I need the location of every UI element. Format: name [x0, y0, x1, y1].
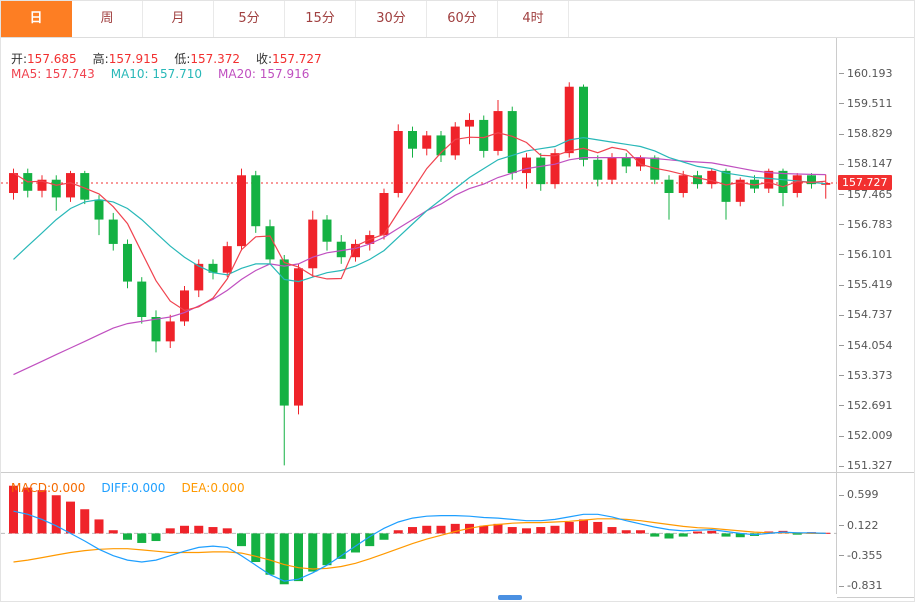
ma10-item: MA10: 157.710	[111, 67, 202, 81]
dea-label: DEA:	[181, 481, 211, 495]
macd-item: MACD:0.000	[11, 481, 85, 495]
diff-value: 0.000	[131, 481, 166, 495]
price-axis-tick: 160.193	[839, 67, 893, 80]
ma10-label: MA10:	[110, 67, 149, 81]
main-chart-area: 开:157.685 高:157.915 低:157.372 收: 157.727 …	[1, 38, 914, 473]
tab-month[interactable]: 月	[143, 1, 214, 37]
ohlc-close: 收:157.727	[256, 50, 322, 67]
ohlc-open: 开:157.685	[11, 50, 77, 67]
ohlc-high: 高:157.915	[93, 50, 159, 67]
ma20-value: 157.916	[259, 67, 310, 81]
price-axis-tick: 158.829	[839, 127, 893, 140]
candlestick-chart	[1, 82, 837, 466]
high-value: 157.915	[108, 52, 159, 66]
timeframe-tabbar: 日 周 月 5分 15分 30分 60分 4时	[1, 1, 914, 38]
ohlc-low: 低:157.372	[174, 50, 240, 67]
macd-label: MACD:	[11, 481, 52, 495]
macd-legend: MACD:0.000 DIFF:0.000 DEA:0.000	[11, 481, 245, 495]
price-axis-tick: 152.691	[839, 399, 893, 412]
tab-day[interactable]: 日	[1, 1, 72, 37]
ma5-value: 157.743	[45, 67, 95, 81]
price-axis-tick: 158.147	[839, 157, 893, 170]
price-axis-tick: 151.327	[839, 459, 893, 472]
price-axis-tick: 152.009	[839, 429, 893, 442]
ma10-value: 157.710	[152, 67, 203, 81]
macd-value: 0.000	[51, 481, 86, 495]
price-axis-tick: 153.373	[839, 369, 893, 382]
tab-30min[interactable]: 30分	[356, 1, 427, 37]
macd-chart	[1, 485, 837, 585]
macd-panel: MACD:0.000 DIFF:0.000 DEA:0.000 0.599 0.1…	[1, 473, 914, 598]
ma-legend: MA5: 157.743 MA10: 157.710 MA20: 157.916	[11, 67, 309, 81]
tab-15min[interactable]: 15分	[285, 1, 356, 37]
macd-plot[interactable]: MACD:0.000 DIFF:0.000 DEA:0.000	[1, 473, 837, 597]
close-label: 收:	[256, 52, 273, 66]
price-axis-tick: 154.054	[839, 339, 893, 352]
macd-axis-tick: -0.355	[839, 549, 882, 562]
price-axis: 157.727 160.193 159.511 158.829 158.147 157.…	[837, 38, 914, 472]
tab-60min[interactable]: 60分	[427, 1, 498, 37]
ma5-label: MA5:	[11, 67, 42, 81]
tab-5min[interactable]: 5分	[214, 1, 285, 37]
current-price-tag: 157.727	[838, 174, 892, 190]
macd-axis: 0.599 0.122 -0.355 -0.831	[837, 473, 914, 597]
close-value: 157.727	[272, 52, 322, 66]
tab-week[interactable]: 周	[72, 1, 143, 37]
low-label: 低:	[174, 52, 191, 66]
open-value: 157.685	[27, 52, 77, 66]
ma5-item: MA5: 157.743	[11, 67, 95, 81]
open-label: 开:	[11, 52, 28, 66]
price-axis-tick: 155.419	[839, 278, 893, 291]
high-label: 高:	[92, 52, 109, 66]
price-axis-tick: 156.783	[839, 218, 893, 231]
low-value: 157.372	[190, 52, 241, 66]
macd-axis-tick: 0.599	[839, 488, 879, 501]
macd-axis-tick: -0.831	[839, 579, 882, 592]
horizontal-scrollbar[interactable]	[1, 594, 837, 601]
price-axis-tick: 156.101	[839, 248, 893, 261]
tabbar-filler	[569, 1, 914, 37]
ma20-label: MA20:	[218, 67, 256, 81]
ma20-item: MA20: 157.916	[218, 67, 309, 81]
scrollbar-thumb[interactable]	[498, 595, 522, 600]
candlestick-plot[interactable]: 开:157.685 高:157.915 低:157.372 收:157.727 …	[1, 38, 837, 472]
price-axis-tick: 157.465	[839, 188, 893, 201]
dea-item: DEA:0.000	[181, 481, 244, 495]
price-axis-tick: 159.511	[839, 97, 893, 110]
tab-4hour[interactable]: 4时	[498, 1, 569, 37]
ohlc-legend: 开:157.685 高:157.915 低:157.372 收:157.727	[11, 50, 322, 67]
dea-value: 0.000	[210, 481, 245, 495]
price-axis-tick: 154.737	[839, 308, 893, 321]
diff-item: DIFF:0.000	[101, 481, 165, 495]
diff-label: DIFF:	[101, 481, 132, 495]
macd-axis-tick: 0.122	[839, 519, 879, 532]
